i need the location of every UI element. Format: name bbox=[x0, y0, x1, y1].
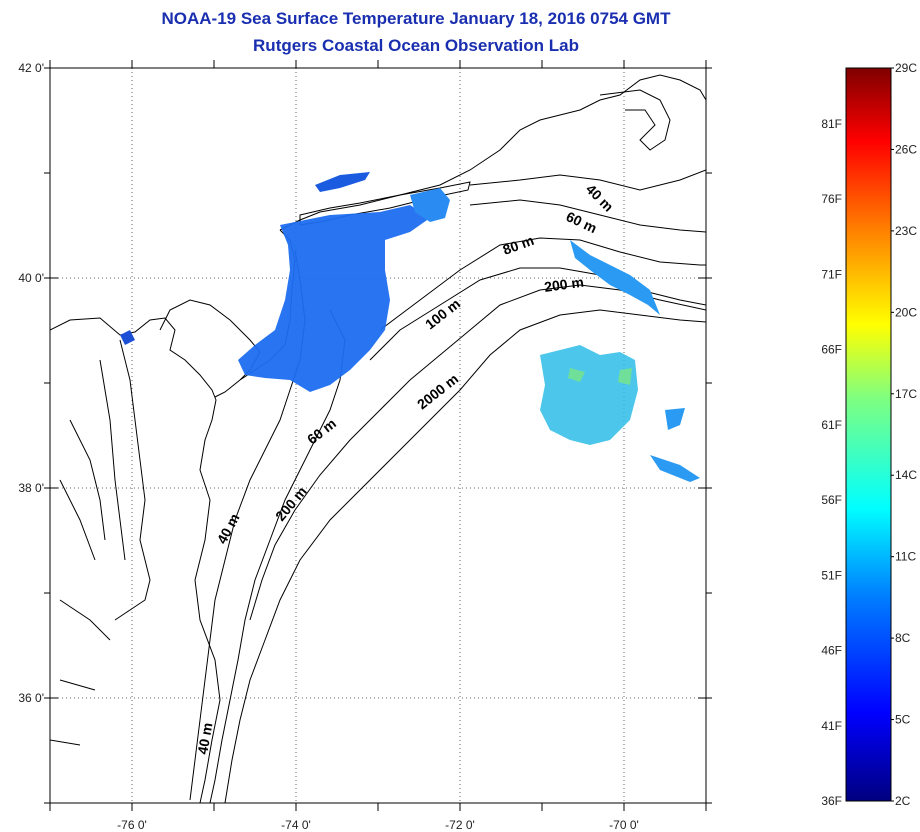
sst-patch-east bbox=[410, 188, 450, 222]
contour-label: 200 m bbox=[543, 274, 585, 295]
sst-patch-gulf-stream bbox=[540, 345, 638, 445]
lon-tick-label: -76 0' bbox=[117, 818, 147, 832]
lat-tick-label: 38 0' bbox=[18, 481, 44, 495]
colorbar-label-f: 81F bbox=[821, 117, 842, 131]
contour-label: 40 m bbox=[583, 181, 617, 215]
colorbar bbox=[845, 67, 892, 802]
cape-cod bbox=[599, 89, 671, 151]
contour-label: 100 m bbox=[422, 295, 463, 332]
map-subtitle: Rutgers Coastal Ocean Observation Lab bbox=[253, 36, 579, 55]
contour-label: 60 m bbox=[304, 415, 339, 447]
lat-tick-label: 42 0' bbox=[18, 61, 44, 75]
map-ticks: 42 0' 40 0' 38 0' 36 0' -76 0' -74 0' -72 0' -7… bbox=[18, 60, 712, 832]
isobath-100m bbox=[369, 267, 706, 361]
colorbar-label-c: 17C bbox=[895, 387, 917, 401]
colorbar-label-c: 26C bbox=[895, 142, 917, 156]
contour-label: 40 m bbox=[214, 511, 243, 547]
colorbar-label-c: 23C bbox=[895, 224, 917, 238]
contour-label: 60 m bbox=[564, 208, 600, 236]
contour-label: 40 m bbox=[194, 721, 215, 755]
sst-patch-gulf-stream-core bbox=[568, 368, 632, 385]
sst-data bbox=[120, 172, 700, 482]
sst-patch-shelf-break bbox=[570, 240, 660, 315]
sst-patch-chesapeake bbox=[120, 330, 135, 345]
colorbar-label-f: 46F bbox=[821, 644, 842, 658]
colorbar-label-c: 8C bbox=[895, 631, 911, 645]
colorbar-label-f: 61F bbox=[821, 418, 842, 432]
lon-tick-label: -74 0' bbox=[281, 818, 311, 832]
colorbar-label-f: 66F bbox=[821, 343, 842, 357]
contour-label: 80 m bbox=[501, 232, 536, 258]
sst-patch-far-east bbox=[650, 408, 700, 482]
colorbar-label-f: 76F bbox=[821, 192, 842, 206]
lon-tick-label: -70 0' bbox=[609, 818, 639, 832]
lon-tick-label: -72 0' bbox=[445, 818, 475, 832]
isobath-60m bbox=[209, 199, 706, 803]
sst-patch-li-sound bbox=[315, 172, 370, 192]
coastline bbox=[50, 74, 706, 803]
chesapeake-bay bbox=[50, 339, 151, 746]
colorbar-label-f: 56F bbox=[821, 493, 842, 507]
isobath-200m bbox=[249, 284, 706, 621]
lat-tick-label: 40 0' bbox=[18, 271, 44, 285]
colorbar-label-c: 11C bbox=[895, 550, 916, 564]
isobath-80m bbox=[379, 237, 706, 331]
colorbar-label-f: 41F bbox=[821, 719, 842, 733]
colorbar-label-f: 71F bbox=[821, 267, 842, 281]
lat-tick-label: 36 0' bbox=[18, 691, 44, 705]
colorbar-labels: 29C 26C 23C 20C 17C 14C 11C 8C 5C 2C 81F 76F 71F 66F 6… bbox=[821, 61, 917, 808]
colorbar-label-c: 20C bbox=[895, 305, 917, 319]
colorbar-label-c: 14C bbox=[895, 468, 917, 482]
colorbar-label-f: 36F bbox=[821, 794, 842, 808]
colorbar-label-c: 5C bbox=[895, 713, 911, 727]
colorbar-label-c: 2C bbox=[895, 794, 911, 808]
contour-label: 2000 m bbox=[414, 371, 461, 413]
isobath-2000m bbox=[224, 309, 706, 803]
sst-patch-nj-bight bbox=[238, 205, 430, 392]
colorbar-label-f: 51F bbox=[821, 568, 842, 582]
map-title: NOAA-19 Sea Surface Temperature January … bbox=[161, 9, 671, 28]
colorbar-label-c: 29C bbox=[895, 61, 917, 75]
isobath-40m bbox=[189, 169, 706, 801]
